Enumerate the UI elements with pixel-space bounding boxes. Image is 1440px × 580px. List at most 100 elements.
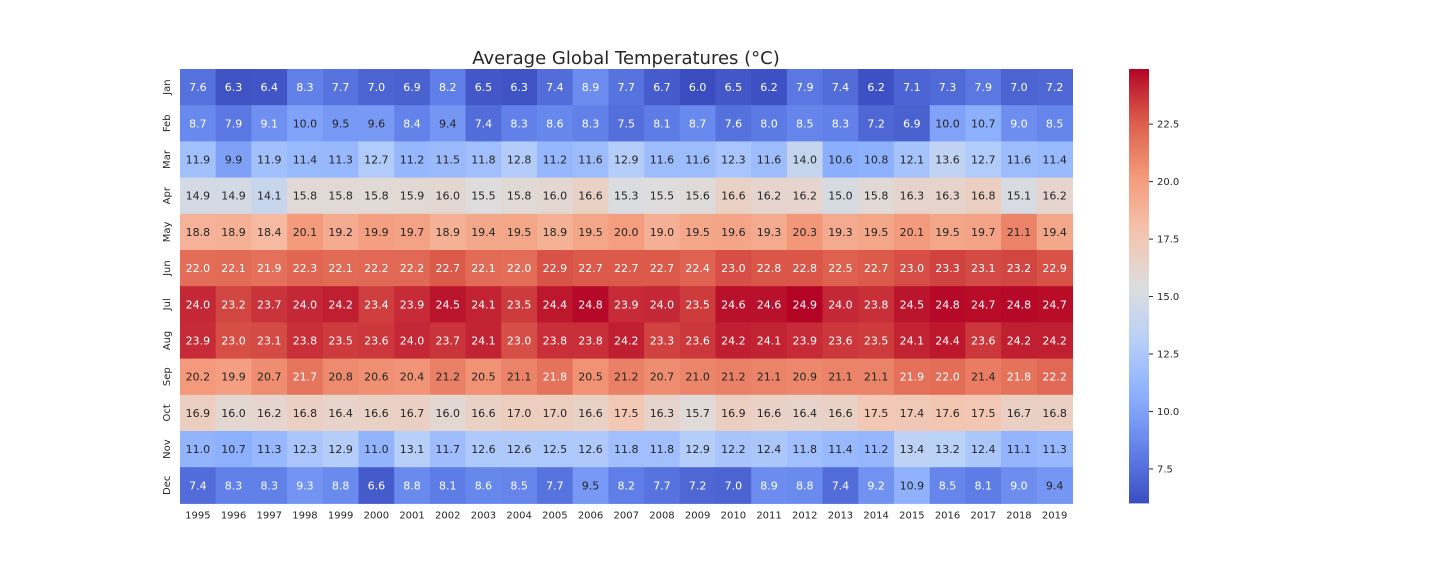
heatmap-cell: [965, 250, 1002, 287]
cell-value-label: 18.9: [543, 226, 568, 239]
heatmap-cell: [180, 141, 217, 179]
cell-value-label: 12.2: [721, 443, 746, 456]
heatmap-cell: [465, 69, 502, 106]
cell-value-label: 19.2: [328, 226, 353, 239]
heatmap-cell: [679, 358, 716, 396]
cell-value-label: 22.8: [793, 262, 818, 275]
heatmap-cell: [608, 467, 645, 504]
heatmap-cell: [537, 213, 574, 251]
heatmap-cell: [822, 467, 859, 504]
cell-value-label: 22.9: [543, 262, 568, 275]
heatmap-cell: [608, 431, 645, 468]
heatmap-cell: [180, 358, 217, 396]
row-label: Nov: [162, 439, 173, 459]
cell-value-label: 15.9: [400, 190, 425, 203]
colorbar-tick-label: 22.5: [1157, 120, 1179, 131]
heatmap-cell: [394, 213, 431, 251]
heatmap-cell: [215, 358, 252, 396]
heatmap-cell: [358, 286, 395, 323]
heatmap-cell: [786, 105, 824, 142]
cell-value-label: 24.7: [1042, 298, 1067, 311]
cell-value-label: 22.3: [293, 262, 318, 275]
column-label: 2009: [685, 510, 710, 521]
heatmap-cell: [1036, 105, 1073, 142]
row-label: Jul: [162, 298, 173, 311]
cell-value-label: 10.0: [935, 117, 960, 130]
heatmap-cell: [287, 69, 324, 106]
row-label: Apr: [162, 186, 173, 204]
cell-value-label: 8.3: [225, 479, 243, 492]
cell-value-label: 9.6: [368, 117, 386, 130]
heatmap-cell: [858, 467, 895, 504]
cell-value-label: 8.4: [403, 117, 421, 130]
cell-value-label: 11.2: [864, 443, 889, 456]
cell-value-label: 23.2: [1007, 262, 1032, 275]
cell-value-label: 11.6: [650, 154, 675, 167]
heatmap-cell: [965, 467, 1002, 504]
heatmap-cell: [715, 467, 752, 504]
heatmap-cell: [465, 105, 502, 142]
cell-value-label: 6.4: [261, 81, 279, 94]
heatmap-cell: [929, 69, 966, 106]
cell-value-label: 16.3: [935, 190, 960, 203]
cell-value-label: 24.6: [721, 298, 746, 311]
cell-value-label: 19.4: [1042, 226, 1067, 239]
cell-value-label: 24.0: [186, 298, 211, 311]
heatmap-cell: [644, 105, 681, 142]
heatmap-cell: [965, 177, 1002, 215]
cell-value-label: 13.4: [900, 443, 925, 456]
cell-value-label: 19.6: [721, 226, 746, 239]
heatmap-cell: [358, 431, 395, 468]
heatmap-cell: [965, 394, 1002, 432]
heatmap-cell: [679, 69, 716, 106]
cell-value-label: 22.1: [328, 262, 353, 275]
cell-value-label: 16.0: [436, 407, 461, 420]
cell-value-label: 12.3: [293, 443, 318, 456]
row-label: Jan: [162, 79, 173, 95]
heatmap-cell: [572, 213, 609, 251]
heatmap-cell: [215, 105, 252, 142]
column-label: 2017: [971, 510, 996, 521]
cell-value-label: 16.7: [1007, 407, 1032, 420]
heatmap-cell: [1001, 286, 1038, 323]
heatmap-cell: [429, 467, 467, 504]
cell-value-label: 20.1: [293, 226, 318, 239]
heatmap-cell: [894, 141, 931, 179]
heatmap-cell: [1001, 394, 1038, 432]
heatmap-cell: [786, 322, 824, 360]
cell-value-label: 14.9: [186, 190, 211, 203]
heatmap-cell: [786, 467, 824, 504]
heatmap-cell: [608, 322, 645, 360]
heatmap-cell: [929, 394, 966, 432]
row-label: May: [162, 221, 173, 242]
cell-value-label: 23.6: [685, 335, 710, 348]
cell-value-label: 22.5: [828, 262, 853, 275]
heatmap-cell: [394, 105, 431, 142]
heatmap-cell: [644, 250, 681, 287]
heatmap-cell: [679, 467, 716, 504]
heatmap-cell: [929, 213, 966, 251]
cell-value-label: 9.0: [1010, 479, 1028, 492]
cell-value-label: 16.4: [328, 407, 353, 420]
cell-value-label: 24.1: [471, 298, 496, 311]
cell-value-label: 21.9: [900, 371, 925, 384]
heatmap-cell: [322, 177, 359, 215]
heatmap-cell: [358, 467, 395, 504]
heatmap-cell: [322, 467, 359, 504]
heatmap-cell: [929, 431, 966, 468]
heatmap-cell: [608, 213, 645, 251]
cell-value-label: 11.9: [257, 154, 282, 167]
cell-value-label: 22.7: [864, 262, 889, 275]
cell-value-label: 10.6: [828, 154, 853, 167]
cell-value-label: 7.9: [796, 81, 814, 94]
heatmap-cell: [429, 322, 467, 360]
heatmap-cell: [537, 431, 574, 468]
heatmap-cell: [358, 105, 395, 142]
heatmap-cell: [394, 177, 431, 215]
cell-value-label: 6.3: [510, 81, 528, 94]
cell-value-label: 19.9: [364, 226, 389, 239]
heatmap-cell: [501, 358, 538, 396]
heatmap-cell: [215, 141, 252, 179]
cell-value-label: 23.9: [186, 335, 211, 348]
heatmap-cell: [429, 141, 467, 179]
